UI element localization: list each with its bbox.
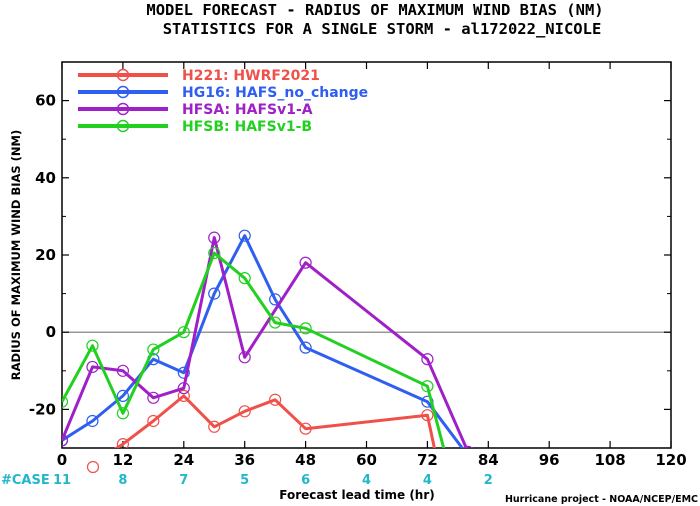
chart-title: MODEL FORECAST - RADIUS OF MAXIMUM WIND … bbox=[146, 1, 603, 19]
series-point bbox=[208, 231, 221, 244]
case-count: 4 bbox=[423, 473, 432, 488]
x-axis-label: Forecast lead time (hr) bbox=[279, 488, 435, 502]
case-label: #CASE bbox=[1, 473, 50, 488]
y-axis-label: RADIUS OF MAXIMUM WIND BIAS (NM) bbox=[9, 130, 23, 381]
series-point bbox=[421, 380, 434, 393]
series-point bbox=[177, 382, 190, 395]
series-point bbox=[269, 316, 282, 329]
series-line-1 bbox=[113, 394, 436, 448]
x-tick-label: 12 bbox=[112, 451, 133, 469]
series-line-4 bbox=[62, 251, 446, 448]
series-point bbox=[238, 229, 251, 242]
series-point bbox=[86, 339, 99, 352]
x-tick-label: 72 bbox=[417, 451, 438, 469]
series-point bbox=[62, 395, 69, 408]
chart-subtitle: STATISTICS FOR A SINGLE STORM - al172022… bbox=[163, 20, 602, 38]
series-line-2 bbox=[62, 234, 465, 448]
series-point bbox=[463, 445, 473, 448]
legend-marker bbox=[116, 68, 130, 82]
series-point bbox=[238, 405, 251, 418]
offscale-marker bbox=[86, 460, 100, 474]
y-tick-label: -20 bbox=[29, 400, 56, 418]
case-count: 4 bbox=[362, 473, 371, 488]
x-tick-label: 120 bbox=[655, 451, 686, 469]
series-point bbox=[208, 246, 221, 260]
case-count: 7 bbox=[179, 473, 188, 488]
series-point bbox=[208, 287, 221, 300]
series-point bbox=[86, 414, 99, 428]
x-tick-label: 0 bbox=[57, 451, 67, 469]
y-tick-label: 60 bbox=[35, 92, 56, 110]
series-point bbox=[62, 434, 69, 447]
series-point bbox=[437, 481, 448, 492]
y-tick-label: 20 bbox=[35, 246, 56, 264]
x-tick-label: 48 bbox=[295, 451, 316, 469]
series-point bbox=[147, 343, 160, 356]
series-point bbox=[177, 389, 190, 402]
plot-frame bbox=[61, 61, 672, 449]
x-tick-label: 36 bbox=[234, 451, 255, 469]
series-point bbox=[299, 322, 312, 335]
case-count: 11 bbox=[53, 473, 71, 488]
series-point bbox=[238, 272, 251, 285]
case-count: 5 bbox=[240, 473, 249, 488]
series-point bbox=[238, 351, 251, 364]
series-point bbox=[116, 364, 130, 377]
legend-marker bbox=[116, 85, 130, 99]
series-point bbox=[177, 326, 190, 339]
x-tick-label: 84 bbox=[478, 451, 499, 469]
series-point bbox=[116, 389, 130, 402]
series-point bbox=[463, 450, 474, 461]
case-count: 8 bbox=[118, 473, 127, 488]
case-count: 6 bbox=[301, 473, 310, 488]
y-tick-label: 40 bbox=[35, 169, 56, 187]
series-line-3 bbox=[62, 236, 468, 448]
series-point bbox=[116, 438, 129, 448]
series-point bbox=[299, 256, 312, 269]
series-point bbox=[299, 341, 312, 354]
x-tick-label: 24 bbox=[173, 451, 194, 469]
series-point bbox=[421, 353, 434, 366]
series-point bbox=[147, 391, 160, 404]
y-tick-label: 0 bbox=[46, 323, 56, 341]
x-tick-label: 108 bbox=[594, 451, 625, 469]
legend-label: HFSA: HAFSv1-A bbox=[182, 102, 313, 118]
x-tick-label: 60 bbox=[356, 451, 377, 469]
legend-label: H221: HWRF2021 bbox=[182, 68, 320, 84]
series-point bbox=[269, 393, 282, 406]
series-point bbox=[208, 420, 221, 433]
series-point bbox=[86, 360, 99, 374]
credit-text: Hurricane project - NOAA/NCEP/EMC bbox=[505, 494, 698, 505]
legend-marker bbox=[116, 102, 130, 116]
series-point bbox=[116, 407, 130, 420]
series-point bbox=[299, 422, 312, 435]
series-point bbox=[177, 366, 190, 379]
series-point bbox=[442, 458, 453, 469]
legend-label: HG16: HAFS_no_change bbox=[182, 85, 368, 101]
series-point bbox=[421, 409, 434, 422]
legend-label: HFSB: HAFSv1-B bbox=[182, 119, 312, 135]
x-tick-label: 96 bbox=[539, 451, 560, 469]
case-count: 2 bbox=[484, 473, 493, 488]
series-point bbox=[147, 414, 160, 428]
legend-marker bbox=[116, 119, 130, 133]
